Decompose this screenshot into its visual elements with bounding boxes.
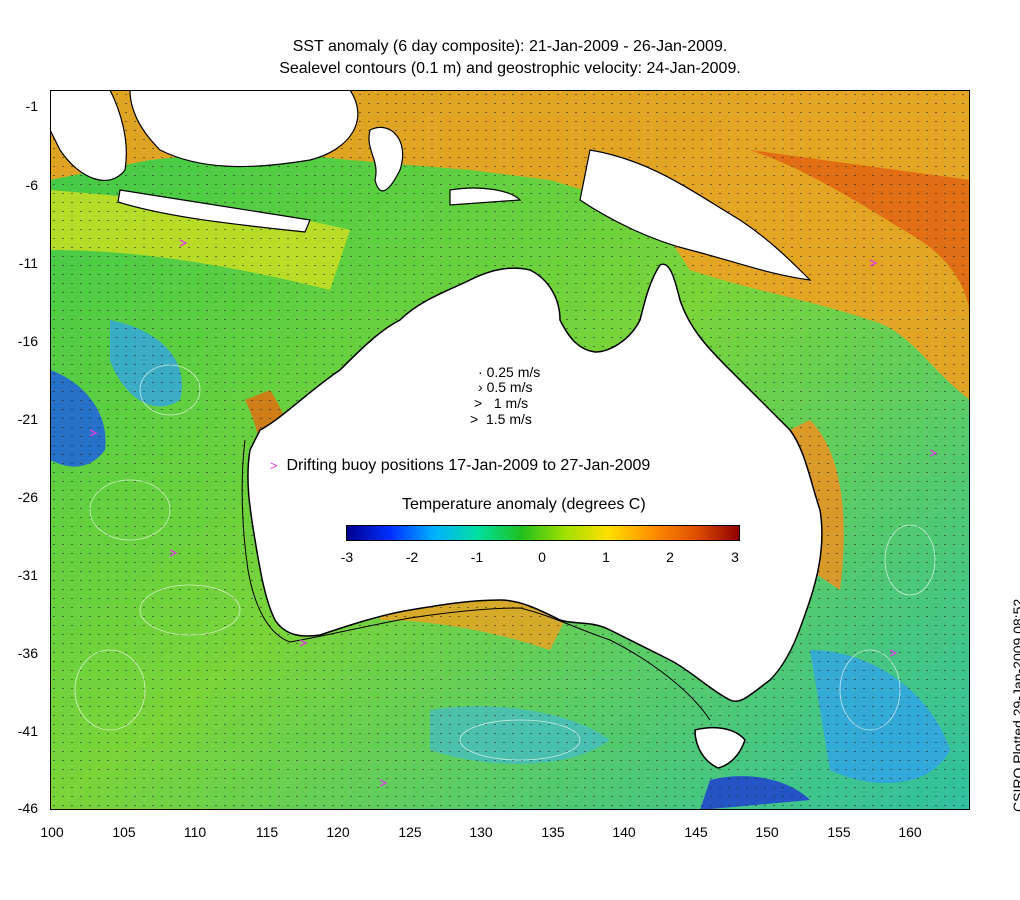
buoy-legend-symbol: >	[270, 458, 278, 473]
velocity-legend-item: · 0.25 m/s	[478, 364, 541, 380]
velocity-legend-item: > 1.5 m/s	[470, 411, 532, 427]
plot-frame	[50, 90, 970, 810]
x-tick-label: 130	[469, 824, 493, 840]
colorbar-tick-label: -1	[470, 549, 484, 565]
colorbar-tick-label: 0	[538, 549, 546, 565]
y-tick-label: -21	[17, 411, 38, 427]
x-tick-label: 105	[112, 824, 136, 840]
sealevel-contours	[74, 364, 936, 761]
buoy-legend-label: Drifting buoy positions 17-Jan-2009 to 2…	[286, 457, 651, 474]
colorbar	[346, 525, 740, 541]
islands	[50, 90, 812, 281]
colorbar-tick-label: -2	[405, 549, 419, 565]
y-tick-label: -6	[25, 177, 38, 193]
x-tick-label: 120	[326, 824, 350, 840]
x-tick-label: 125	[398, 824, 422, 840]
australia-landmass	[247, 263, 823, 702]
x-tick-label: 140	[612, 824, 636, 840]
velocity-legend-item: > 1 m/s	[474, 395, 529, 411]
y-tick-label: -16	[17, 333, 38, 349]
y-tick-label: -41	[17, 723, 38, 739]
x-tick-label: 100	[40, 824, 64, 840]
y-tick-label: -46	[17, 800, 38, 816]
sst-anomaly-map	[50, 90, 970, 810]
y-tick-label: -1	[25, 98, 38, 114]
colorbar-title: Temperature anomaly (degrees C)	[402, 496, 646, 513]
y-tick-label: -31	[17, 567, 38, 583]
x-tick-label: 150	[755, 824, 779, 840]
y-tick-label: -11	[18, 255, 38, 271]
map-title-line2: Sealevel contours (0.1 m) and geostrophi…	[279, 60, 741, 77]
y-tick-label: -36	[17, 645, 38, 661]
x-tick-label: 135	[541, 824, 565, 840]
velocity-legend-item: › 0.5 m/s	[478, 379, 533, 395]
x-tick-label: 160	[898, 824, 922, 840]
plot-credit-label: CSIRO Plotted 29-Jan-2009 08:52	[1010, 598, 1020, 812]
x-tick-label: 115	[255, 824, 279, 840]
tasmania-landmass	[694, 727, 746, 769]
x-tick-label: 155	[827, 824, 851, 840]
continental-shelf-contour	[241, 439, 711, 721]
drifting-buoy-markers	[89, 239, 938, 787]
buoy-legend: > Drifting buoy positions 17-Jan-2009 to…	[270, 457, 650, 475]
x-tick-label: 110	[183, 824, 207, 840]
x-tick-label: 145	[684, 824, 708, 840]
colorbar-tick-label: 3	[731, 549, 739, 565]
y-tick-label: -26	[17, 489, 38, 505]
colorbar-tick-label: 2	[666, 549, 674, 565]
colorbar-tick-label: 1	[602, 549, 610, 565]
colorbar-tick-label: -3	[340, 549, 354, 565]
map-title-line1: SST anomaly (6 day composite): 21-Jan-20…	[292, 38, 728, 55]
